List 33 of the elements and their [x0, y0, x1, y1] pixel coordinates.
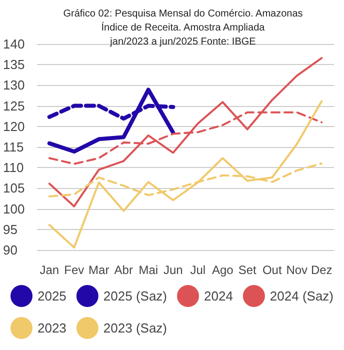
x-tick-label: Dez: [310, 263, 332, 277]
y-tick-label: 140: [3, 36, 25, 52]
legend-label: 2024 (Saz): [270, 288, 334, 304]
legend-label: 2023 (Saz): [103, 320, 168, 336]
x-tick-label: Fev: [64, 263, 84, 277]
y-tick-label: 115: [3, 140, 24, 154]
x-tick-label: Abr: [114, 263, 133, 277]
line-series: [48, 57, 323, 208]
y-tick-label: 135: [3, 57, 25, 72]
y-tick-label: 90: [3, 242, 18, 258]
x-tick-label: Set: [238, 263, 258, 277]
x-tick-label: Jan: [40, 263, 60, 277]
legend-label: 2025: [37, 288, 66, 304]
line-series: [48, 100, 323, 249]
x-tick-label: Jul: [190, 263, 206, 277]
x-tick-label: Out: [262, 263, 282, 277]
line-series: [47, 88, 176, 154]
y-tick-label: 105: [3, 180, 25, 196]
x-tick-label: Jun: [163, 263, 183, 277]
x-tick-label: Nov: [286, 263, 308, 277]
y-tick-label: 125: [3, 98, 25, 114]
y-tick-label: 130: [3, 78, 25, 93]
x-tick-label: Mar: [88, 263, 110, 277]
y-tick-label: 110: [3, 160, 24, 176]
y-tick-label: 100: [3, 201, 25, 216]
x-tick-label: Ago: [212, 263, 234, 277]
y-tick-label: 120: [3, 118, 25, 134]
x-tick-label: Mai: [138, 263, 158, 277]
legend-label: 2024: [204, 288, 233, 304]
legend-label: 2025 (Saz): [103, 288, 168, 304]
legend-label: 2023: [37, 320, 66, 336]
chart-title: Gráfico 02: Pesquisa Mensal do Comércio. Amazonas Índice de Receita. Amostra Ampliada jan/2023 a jun/2025 Fonte: IBGE: [63, 8, 303, 48]
y-tick-label: 95: [3, 222, 18, 237]
